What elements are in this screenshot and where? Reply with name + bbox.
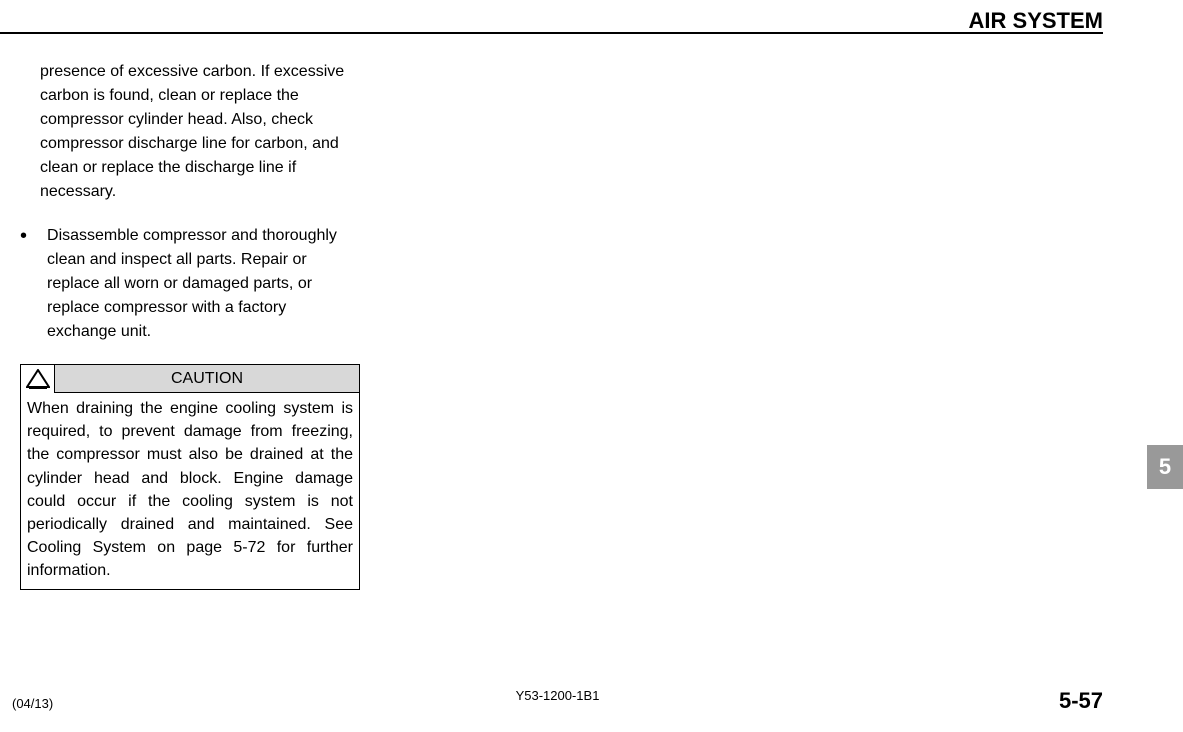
caution-box: CAUTION When draining the engine cooling… — [20, 364, 360, 590]
bullet-marker: • — [20, 221, 27, 344]
footer-page-number: 5-57 — [1059, 688, 1103, 714]
caution-body-text: When draining the engine cooling system … — [21, 393, 359, 589]
content-column: presence of excessive carbon. If excessi… — [40, 60, 350, 590]
warning-triangle-icon — [26, 369, 50, 389]
caution-title: CAUTION — [55, 370, 359, 388]
chapter-tab: 5 — [1147, 445, 1183, 489]
bullet-text-disassemble: Disassemble compressor and thoroughly cl… — [47, 224, 350, 344]
footer-date: (04/13) — [12, 696, 53, 711]
chapter-number: 5 — [1159, 454, 1171, 480]
page-header-title: AIR SYSTEM — [969, 8, 1103, 34]
paragraph-carbon: presence of excessive carbon. If excessi… — [40, 60, 350, 204]
page-footer: (04/13) Y53-1200-1B1 5-57 — [12, 688, 1103, 714]
caution-icon-cell — [21, 365, 55, 393]
header-divider — [0, 32, 1103, 34]
bullet-item: • Disassemble compressor and thoroughly … — [40, 224, 350, 344]
footer-doc-id: Y53-1200-1B1 — [516, 688, 600, 703]
caution-header: CAUTION — [21, 365, 359, 393]
